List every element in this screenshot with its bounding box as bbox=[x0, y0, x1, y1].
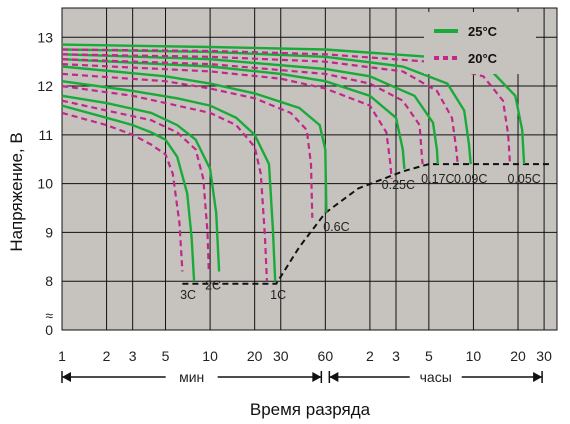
range-label-bg bbox=[165, 368, 218, 386]
legend-background bbox=[424, 12, 536, 74]
x-tick-label: 10 bbox=[466, 348, 482, 364]
series-line-25c bbox=[61, 94, 221, 272]
x-tick-labels: 1 2 3 5 10 20 30 60 2 3 5 10 20 30 bbox=[58, 348, 552, 364]
y-tick-label: 11 bbox=[38, 127, 53, 143]
series-line-20c bbox=[61, 63, 393, 179]
x-tick-label: 30 bbox=[536, 348, 552, 364]
series-line-20c bbox=[61, 53, 459, 165]
y-tick-label: 0 bbox=[45, 322, 53, 338]
y-tick-label: 8 bbox=[45, 273, 53, 289]
curve-label: 2C bbox=[205, 278, 221, 292]
x-tick-label: 10 bbox=[202, 348, 218, 364]
x-tick-label: 60 bbox=[318, 348, 334, 364]
curve-label: 1C bbox=[270, 288, 286, 302]
range-label: часы bbox=[420, 369, 452, 385]
x-tick-label: 2 bbox=[103, 348, 111, 364]
curve-label: 0.17C bbox=[421, 172, 454, 186]
y-axis-title: Напряжение, В bbox=[7, 132, 26, 251]
curve-label: 0.6C bbox=[323, 220, 349, 234]
cutoff-line bbox=[182, 163, 551, 285]
series-line-25c bbox=[61, 48, 472, 165]
curve-labels: 3C 2C 1C 0.6C 0.25C 0.17C 0.09C 0.05C bbox=[180, 172, 541, 302]
range-label-bg bbox=[409, 368, 462, 386]
legend-label-20c: 20°C bbox=[468, 51, 498, 66]
series-line-20c bbox=[61, 111, 184, 272]
x-tick-label: 20 bbox=[247, 348, 263, 364]
x-tick-label: 5 bbox=[162, 348, 170, 364]
range-arrowhead bbox=[312, 372, 322, 382]
series-line-20c bbox=[61, 72, 314, 218]
curve-label: 0.09C bbox=[454, 172, 487, 186]
y-tick-label: 10 bbox=[37, 176, 53, 192]
x-tick-label: 5 bbox=[425, 348, 433, 364]
x-tick-label: 30 bbox=[273, 348, 289, 364]
y-tick-label: 9 bbox=[45, 224, 53, 240]
x-tick-label: 3 bbox=[129, 348, 137, 364]
y-tick-label: 13 bbox=[37, 29, 53, 45]
series-line-25c bbox=[61, 80, 277, 282]
x-axis-title: Время разряда bbox=[250, 400, 371, 419]
curve-label: 0.05C bbox=[507, 172, 540, 186]
series-line-20c bbox=[61, 99, 210, 272]
series-line-25c bbox=[61, 65, 328, 213]
series-line-20c bbox=[61, 58, 424, 165]
cutoff-line-group bbox=[182, 163, 551, 285]
x-tick-label: 20 bbox=[510, 348, 526, 364]
y-tick-label: 12 bbox=[37, 78, 53, 94]
range-arrowhead bbox=[533, 372, 543, 382]
range-arrowhead bbox=[329, 372, 339, 382]
y-tick-labels: 13 12 11 10 9 8 ≈0 bbox=[37, 29, 53, 338]
y-tick-label: ≈ bbox=[45, 307, 53, 323]
curve-label: 0.25C bbox=[382, 178, 415, 192]
range-label: мин bbox=[179, 369, 204, 385]
range-arrowhead bbox=[62, 372, 71, 382]
curve-label: 3C bbox=[180, 288, 196, 302]
legend-label-25c: 25°C bbox=[468, 24, 498, 39]
series-line-25c bbox=[61, 58, 406, 170]
x-tick-label: 3 bbox=[392, 348, 400, 364]
series-line-25c bbox=[61, 53, 439, 165]
time-range-arrows: мин часы bbox=[61, 368, 543, 386]
series-line-25c bbox=[61, 104, 196, 282]
x-tick-label: 1 bbox=[58, 348, 66, 364]
x-tick-label: 2 bbox=[366, 348, 374, 364]
legend: 25°C 20°C bbox=[424, 12, 536, 74]
